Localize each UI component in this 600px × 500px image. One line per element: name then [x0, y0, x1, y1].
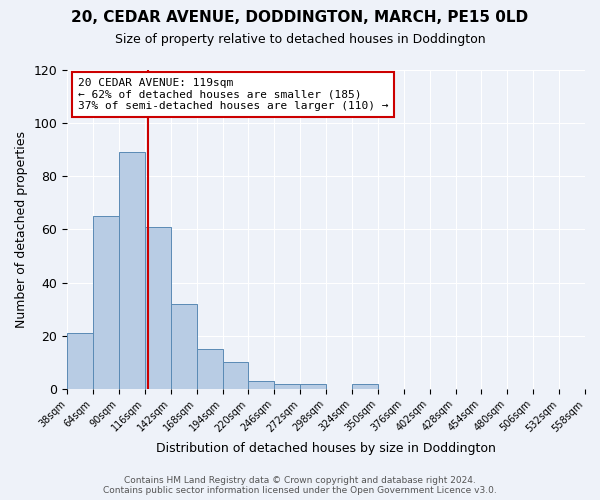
Bar	[300, 384, 326, 389]
Bar	[223, 362, 248, 389]
Text: 20 CEDAR AVENUE: 119sqm
← 62% of detached houses are smaller (185)
37% of semi-d: 20 CEDAR AVENUE: 119sqm ← 62% of detache…	[77, 78, 388, 111]
Text: 20, CEDAR AVENUE, DODDINGTON, MARCH, PE15 0LD: 20, CEDAR AVENUE, DODDINGTON, MARCH, PE1…	[71, 10, 529, 25]
Text: Contains HM Land Registry data © Crown copyright and database right 2024.
Contai: Contains HM Land Registry data © Crown c…	[103, 476, 497, 495]
Bar	[171, 304, 197, 389]
Bar	[145, 227, 171, 389]
Bar	[119, 152, 145, 389]
Text: Size of property relative to detached houses in Doddington: Size of property relative to detached ho…	[115, 32, 485, 46]
Bar	[93, 216, 119, 389]
Y-axis label: Number of detached properties: Number of detached properties	[15, 131, 28, 328]
Bar	[352, 384, 378, 389]
Bar	[67, 333, 93, 389]
X-axis label: Distribution of detached houses by size in Doddington: Distribution of detached houses by size …	[156, 442, 496, 455]
Bar	[197, 349, 223, 389]
Bar	[248, 381, 274, 389]
Bar	[274, 384, 300, 389]
